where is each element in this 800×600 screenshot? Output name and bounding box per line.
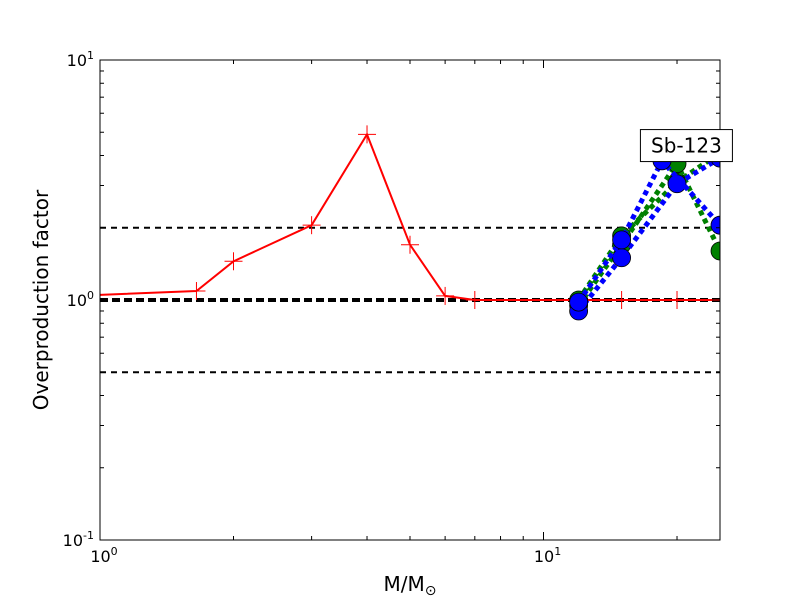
annotation-label: Sb-123	[651, 134, 722, 158]
series-line	[576, 156, 720, 304]
data-point-marker	[667, 174, 687, 194]
data-point-marker	[612, 248, 632, 268]
data-point-marker	[401, 235, 419, 254]
y-tick-label: 10-1	[63, 529, 94, 550]
data-point-marker	[612, 291, 631, 309]
data-point-marker	[100, 285, 109, 304]
annotation-box	[639, 129, 733, 163]
data-point-marker	[612, 230, 632, 250]
y-axis-title: Overproduction factor	[29, 189, 53, 410]
annotation-layer: Sb-123	[639, 129, 733, 163]
data-point-marker	[358, 125, 377, 144]
y-tick-label: 100	[67, 289, 94, 310]
x-tick-label: 101	[534, 545, 561, 566]
x-tick-label: 100	[90, 545, 117, 566]
data-point-marker	[710, 215, 720, 235]
data-point-marker	[569, 292, 589, 312]
series-line	[576, 158, 720, 307]
data-point-marker	[224, 252, 243, 271]
data-point-marker	[187, 282, 206, 301]
data-point-marker	[668, 291, 687, 309]
x-axis-title: M/M⊙	[384, 572, 437, 599]
data-point-marker	[465, 291, 484, 309]
data-point-marker	[710, 241, 720, 261]
data-point-marker	[302, 216, 321, 235]
data-point-marker	[436, 286, 455, 305]
y-tick-label: 101	[67, 49, 94, 70]
